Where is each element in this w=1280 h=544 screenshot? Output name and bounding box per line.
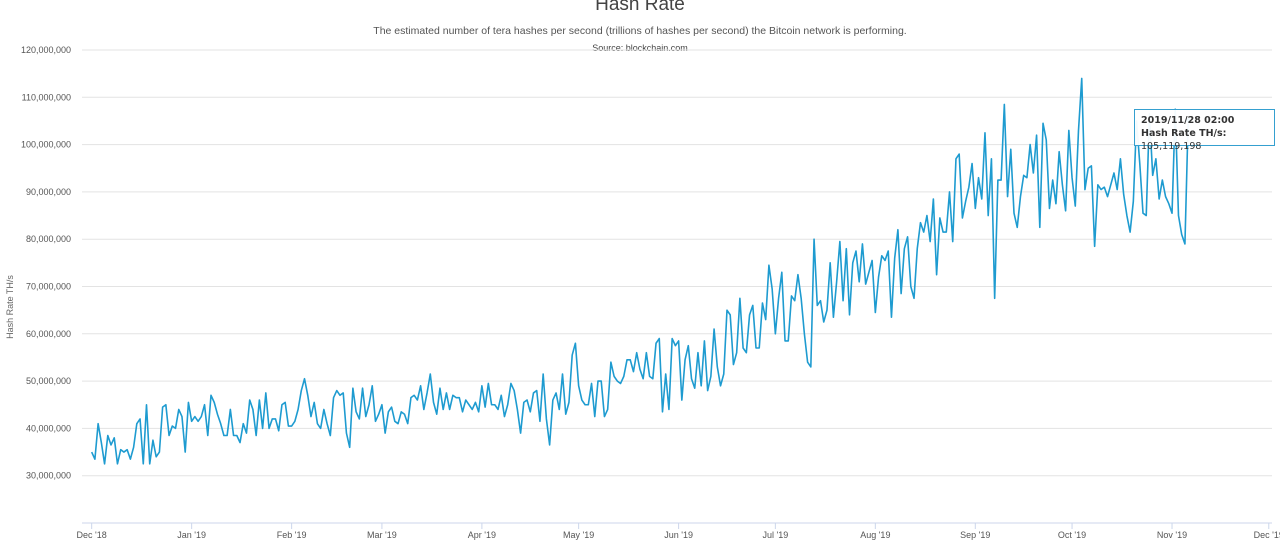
- y-tick-label: 120,000,000: [21, 45, 71, 55]
- y-tick-label: 70,000,000: [26, 282, 71, 292]
- x-axis: Dec '18 Jan '19 Feb '19 Mar '19 Apr '19 May '…: [77, 522, 1280, 540]
- x-tick-label: Jul '19: [762, 530, 788, 540]
- chart-title: Hash Rate: [595, 0, 685, 15]
- y-tick-label: 110,000,000: [22, 92, 71, 102]
- chart-subtitle: The estimated number of tera hashes per …: [373, 25, 907, 37]
- x-tick-label: Sep '19: [960, 530, 990, 540]
- x-tick-label: Jan '19: [177, 530, 206, 540]
- series-line-hash-rate[interactable]: [90, 77, 1189, 465]
- x-tick-label: Jun '19: [664, 530, 693, 540]
- y-tick-label: 90,000,000: [26, 187, 71, 197]
- y-tick-label: 50,000,000: [26, 376, 71, 386]
- x-tick-label: Aug '19: [860, 530, 890, 540]
- x-tick-label: Dec '18: [77, 530, 107, 540]
- y-tick-label: 60,000,000: [26, 329, 71, 339]
- x-tick-label: Mar '19: [367, 530, 397, 540]
- y-tick-label: 100,000,000: [21, 140, 71, 150]
- data-tooltip: 2019/11/28 02:00 Hash Rate TH/s: 105,119…: [1134, 109, 1275, 152]
- tooltip-value: 105,119,198: [1141, 141, 1202, 152]
- x-tick-label: Apr '19: [468, 530, 496, 540]
- y-axis-label: Hash Rate TH/s: [5, 275, 15, 339]
- x-tick-label: Dec '19: [1254, 530, 1280, 540]
- y-axis-ticks: 30,000,000 40,000,000 50,000,000 60,000,000…: [21, 45, 71, 481]
- series-layer[interactable]: [90, 77, 1189, 465]
- chart-source: Source: blockchain.com: [592, 43, 688, 53]
- x-tick-label: Feb '19: [277, 530, 307, 540]
- x-tick-label: Oct '19: [1058, 530, 1086, 540]
- tooltip-label: Hash Rate TH/s:: [1141, 128, 1227, 139]
- y-tick-label: 30,000,000: [26, 471, 71, 481]
- grid-lines: [82, 49, 1272, 477]
- tooltip-date: 2019/11/28 02:00: [1141, 115, 1235, 126]
- y-tick-label: 80,000,000: [26, 234, 71, 244]
- x-tick-label: May '19: [563, 530, 594, 540]
- y-tick-label: 40,000,000: [26, 423, 71, 433]
- x-tick-label: Nov '19: [1157, 530, 1187, 540]
